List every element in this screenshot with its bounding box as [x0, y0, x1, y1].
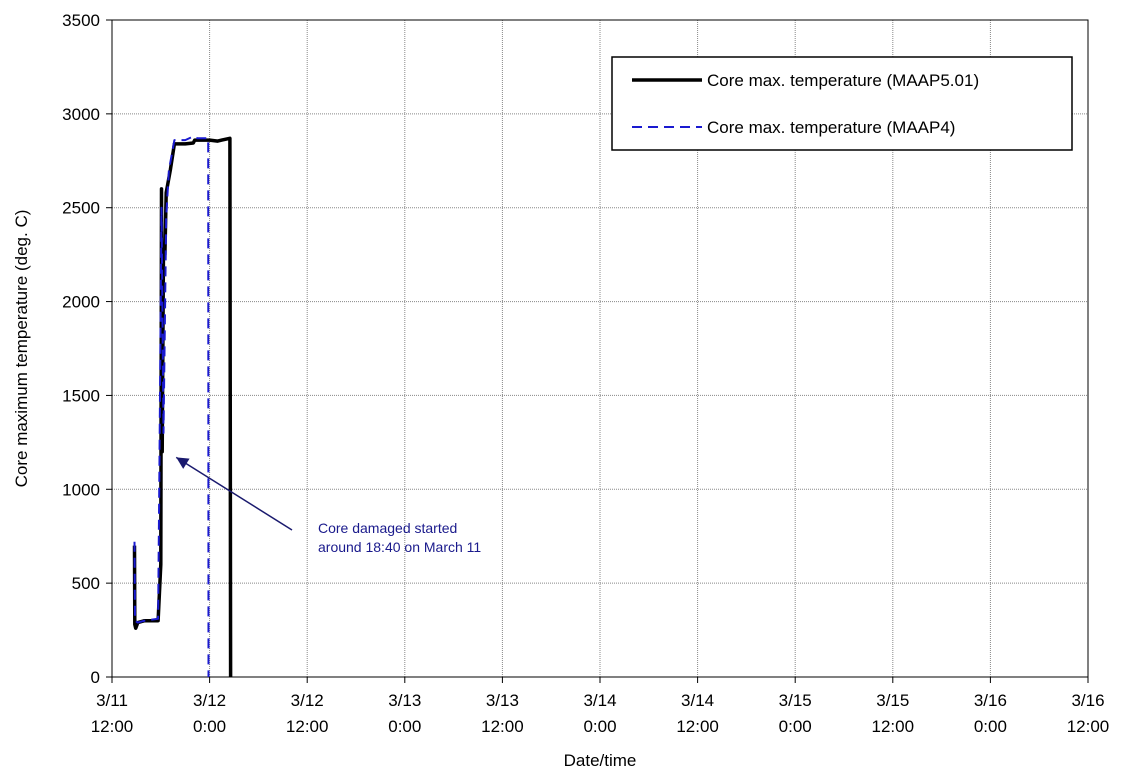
y-tick-label: 0 — [91, 668, 100, 687]
legend: Core max. temperature (MAAP5.01) Core max… — [611, 56, 1073, 151]
grid — [112, 20, 1088, 677]
x-tick-time: 12:00 — [481, 717, 524, 736]
x-tick-time: 0:00 — [193, 717, 226, 736]
x-tick-date: 3/13 — [388, 691, 421, 710]
legend-label: Core max. temperature (MAAP4) — [707, 118, 955, 137]
x-axis-label: Date/time — [564, 751, 637, 770]
x-tick-time: 12:00 — [676, 717, 719, 736]
y-tick-label: 3000 — [62, 105, 100, 124]
y-tick-label: 1500 — [62, 386, 100, 405]
x-tick-date: 3/16 — [974, 691, 1007, 710]
annotation: Core damaged started around 18:40 on Marc… — [175, 456, 481, 555]
annotation-arrowhead — [176, 457, 190, 469]
y-tick-label: 500 — [72, 574, 100, 593]
y-tick-label: 3500 — [62, 11, 100, 30]
y-axis-label: Core maximum temperature (deg. C) — [12, 210, 31, 488]
y-tick-label: 2000 — [62, 293, 100, 312]
x-tick-date: 3/14 — [583, 691, 616, 710]
x-tick-time: 0:00 — [583, 717, 616, 736]
x-tick-date: 3/15 — [779, 691, 812, 710]
x-tick-time: 0:00 — [388, 717, 421, 736]
series-group — [132, 135, 233, 678]
x-tick-time: 12:00 — [872, 717, 915, 736]
y-axis-ticks: 0 500 1000 1500 2000 2500 3000 3500 — [62, 11, 112, 687]
y-tick-label: 2500 — [62, 199, 100, 218]
x-tick-time: 0:00 — [779, 717, 812, 736]
x-tick-time: 12:00 — [286, 717, 329, 736]
x-tick-date: 3/14 — [681, 691, 714, 710]
x-tick-time: 12:00 — [1067, 717, 1110, 736]
x-tick-time: 0:00 — [974, 717, 1007, 736]
annotation-arrow — [175, 456, 293, 531]
x-tick-date: 3/16 — [1071, 691, 1104, 710]
y-tick-label: 1000 — [62, 480, 100, 499]
annotation-text: around 18:40 on March 11 — [318, 539, 481, 555]
x-tick-date: 3/12 — [193, 691, 226, 710]
legend-box — [611, 56, 1073, 151]
legend-label: Core max. temperature (MAAP5.01) — [707, 71, 979, 90]
x-tick-date: 3/12 — [291, 691, 324, 710]
x-tick-date: 3/13 — [486, 691, 519, 710]
x-axis-ticks: 3/11 12:00 3/12 0:00 3/12 12:00 3/13 0:00 3/13 12… — [91, 677, 1110, 736]
annotation-text: Core damaged started — [318, 520, 457, 536]
series-line-maap4 — [133, 135, 210, 678]
x-tick-time: 12:00 — [91, 717, 134, 736]
x-tick-date: 3/15 — [876, 691, 909, 710]
x-tick-date: 3/11 — [96, 691, 128, 710]
series-line-maap501 — [132, 136, 233, 678]
